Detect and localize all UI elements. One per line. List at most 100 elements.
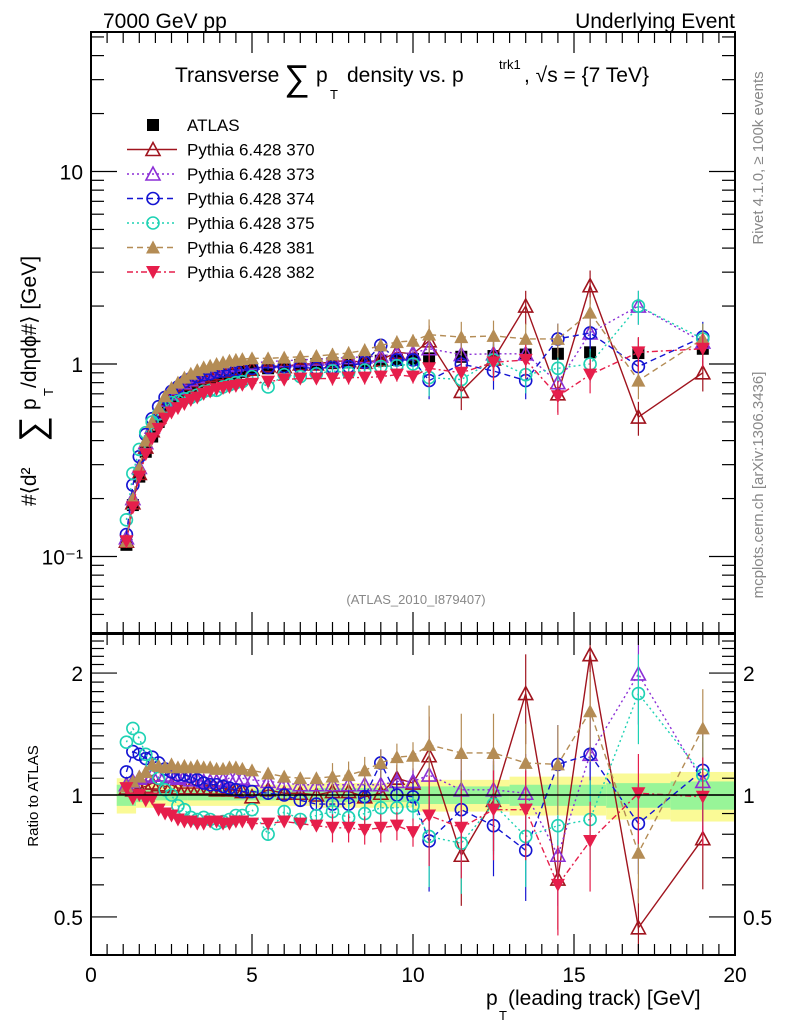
ratio-point [222,781,237,795]
ratio-point [291,776,309,792]
ratio-point [422,737,437,751]
ratio-point [389,750,404,764]
ratio-point [245,763,259,777]
legend-marker [144,140,162,157]
data-point [631,299,646,313]
ratio-point [454,745,469,759]
data-point [259,357,277,373]
data-point [164,381,179,395]
ratio-point [171,799,185,813]
ratio-point [261,766,276,780]
data-point [406,370,420,384]
ratio-point [325,769,340,783]
data-point [132,470,147,484]
title-sub: T [330,87,338,102]
title-sup: trk1 [499,57,521,72]
ratio-point [277,769,292,783]
ylabel-part-c: /dηdϕ#⟩ [GeV] [18,256,41,388]
ratio-y-tick-label-right: 1 [743,785,755,808]
data-point [132,460,147,474]
data-point [422,327,437,341]
data-point [158,389,173,403]
data-point [201,366,219,383]
series-pythia-6-428-370 [118,270,712,549]
legend-marker [146,266,160,279]
ratio-point [235,784,250,799]
ratio-series-pythia-6-428-382 [119,754,710,936]
main-ylabel: #⟨d² ∑ p T /dηdϕ#⟩ [GeV] [11,256,56,506]
ratio-point [486,803,501,817]
ratio-point [119,765,134,779]
legend-marker [146,216,160,230]
ratio-point [190,773,205,787]
ratio-point [550,757,565,771]
data-point [341,346,356,360]
ratio-point [406,826,420,840]
data-point [261,375,276,389]
ratio-point [630,919,647,935]
ratio-point [518,755,533,769]
data-point [151,422,166,436]
data-point [164,406,179,420]
xlabel-sub: T [499,1008,507,1023]
ratio-point [357,763,372,777]
ratio-point [422,809,437,823]
ratio-ylabel: Ratio to ATLAS [25,745,42,846]
data-point [517,297,535,313]
title-part-a: Transverse [175,64,279,87]
ylabel-sigma: ∑ [11,416,52,442]
ratio-line [125,692,704,845]
x-tick-label: 15 [562,964,585,987]
data-point [694,364,712,380]
ratio-point [631,787,646,801]
ratio-point [126,744,140,759]
data-point [389,335,404,349]
legend-marker [144,165,162,181]
legend-label: Pythia 6.428 375 [187,214,315,233]
data-point [325,372,340,386]
data-point [138,433,153,447]
ratio-point [583,834,598,848]
data-point [183,366,198,380]
y-tick-label: 1 [71,354,83,377]
ratio-point [583,704,598,718]
legend-label: Pythia 6.428 381 [187,239,315,258]
ratio-point [406,799,420,813]
ratio-point [229,783,243,797]
legend-marker [146,191,160,206]
x-axis-label: p T (leading track) [GeV] [486,987,701,1023]
data-point [170,375,185,389]
legend-marker [146,240,160,254]
data-point [138,448,153,462]
ratio-point [132,731,147,746]
ratio-y-tick-label: 2 [71,663,83,686]
ratio-point [209,777,224,792]
ratio-series-pythia-6-428-381 [119,671,710,904]
ratio-line [125,709,704,855]
rivet-version-label: Rivet 4.1.0, ≥ 100k events [750,71,767,244]
xlabel-p: p [486,987,498,1010]
data-point [454,366,469,380]
ratio-y-tick-label-right: 0.5 [743,907,772,930]
ratio-y-tick-label: 0.5 [54,907,83,930]
ratio-point [235,761,250,775]
ratio-point [631,686,646,701]
ratio-point [245,802,259,817]
data-point [454,330,469,344]
data-point [373,370,388,384]
data-point [235,352,250,366]
ratio-point [196,776,211,790]
data-point [341,371,356,385]
ratio-point [406,748,420,762]
data-point [406,333,420,347]
data-point [550,331,565,345]
ylabel-part-b: p [18,398,41,410]
ratio-point [245,784,259,799]
series-pythia-6-428-373 [118,290,712,545]
data-point [373,338,388,352]
data-point [406,357,420,371]
ratio-point [203,777,217,792]
data-point [550,390,565,404]
legend-entry: Pythia 6.428 375 [127,214,315,233]
ratio-point [373,755,388,769]
